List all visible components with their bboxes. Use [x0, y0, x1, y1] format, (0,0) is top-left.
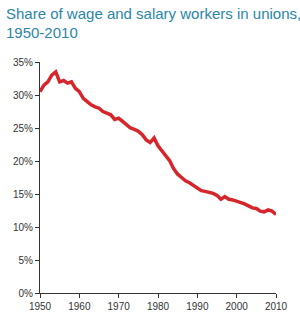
svg-text:30%: 30%	[13, 90, 33, 101]
svg-text:20%: 20%	[13, 156, 33, 167]
svg-text:1980: 1980	[147, 301, 170, 312]
svg-text:10%: 10%	[13, 222, 33, 233]
svg-text:25%: 25%	[13, 123, 33, 134]
svg-text:2010: 2010	[265, 301, 288, 312]
svg-text:15%: 15%	[13, 189, 33, 200]
svg-text:2000: 2000	[226, 301, 249, 312]
svg-text:35%: 35%	[13, 57, 33, 68]
svg-text:1990: 1990	[186, 301, 209, 312]
svg-text:1960: 1960	[68, 301, 91, 312]
svg-text:1950: 1950	[29, 301, 52, 312]
svg-text:1970: 1970	[108, 301, 131, 312]
svg-text:Share of wage and salary worke: Share of wage and salary workers in unio…	[6, 5, 300, 42]
svg-text:0%: 0%	[19, 288, 34, 299]
svg-text:5%: 5%	[19, 255, 34, 266]
